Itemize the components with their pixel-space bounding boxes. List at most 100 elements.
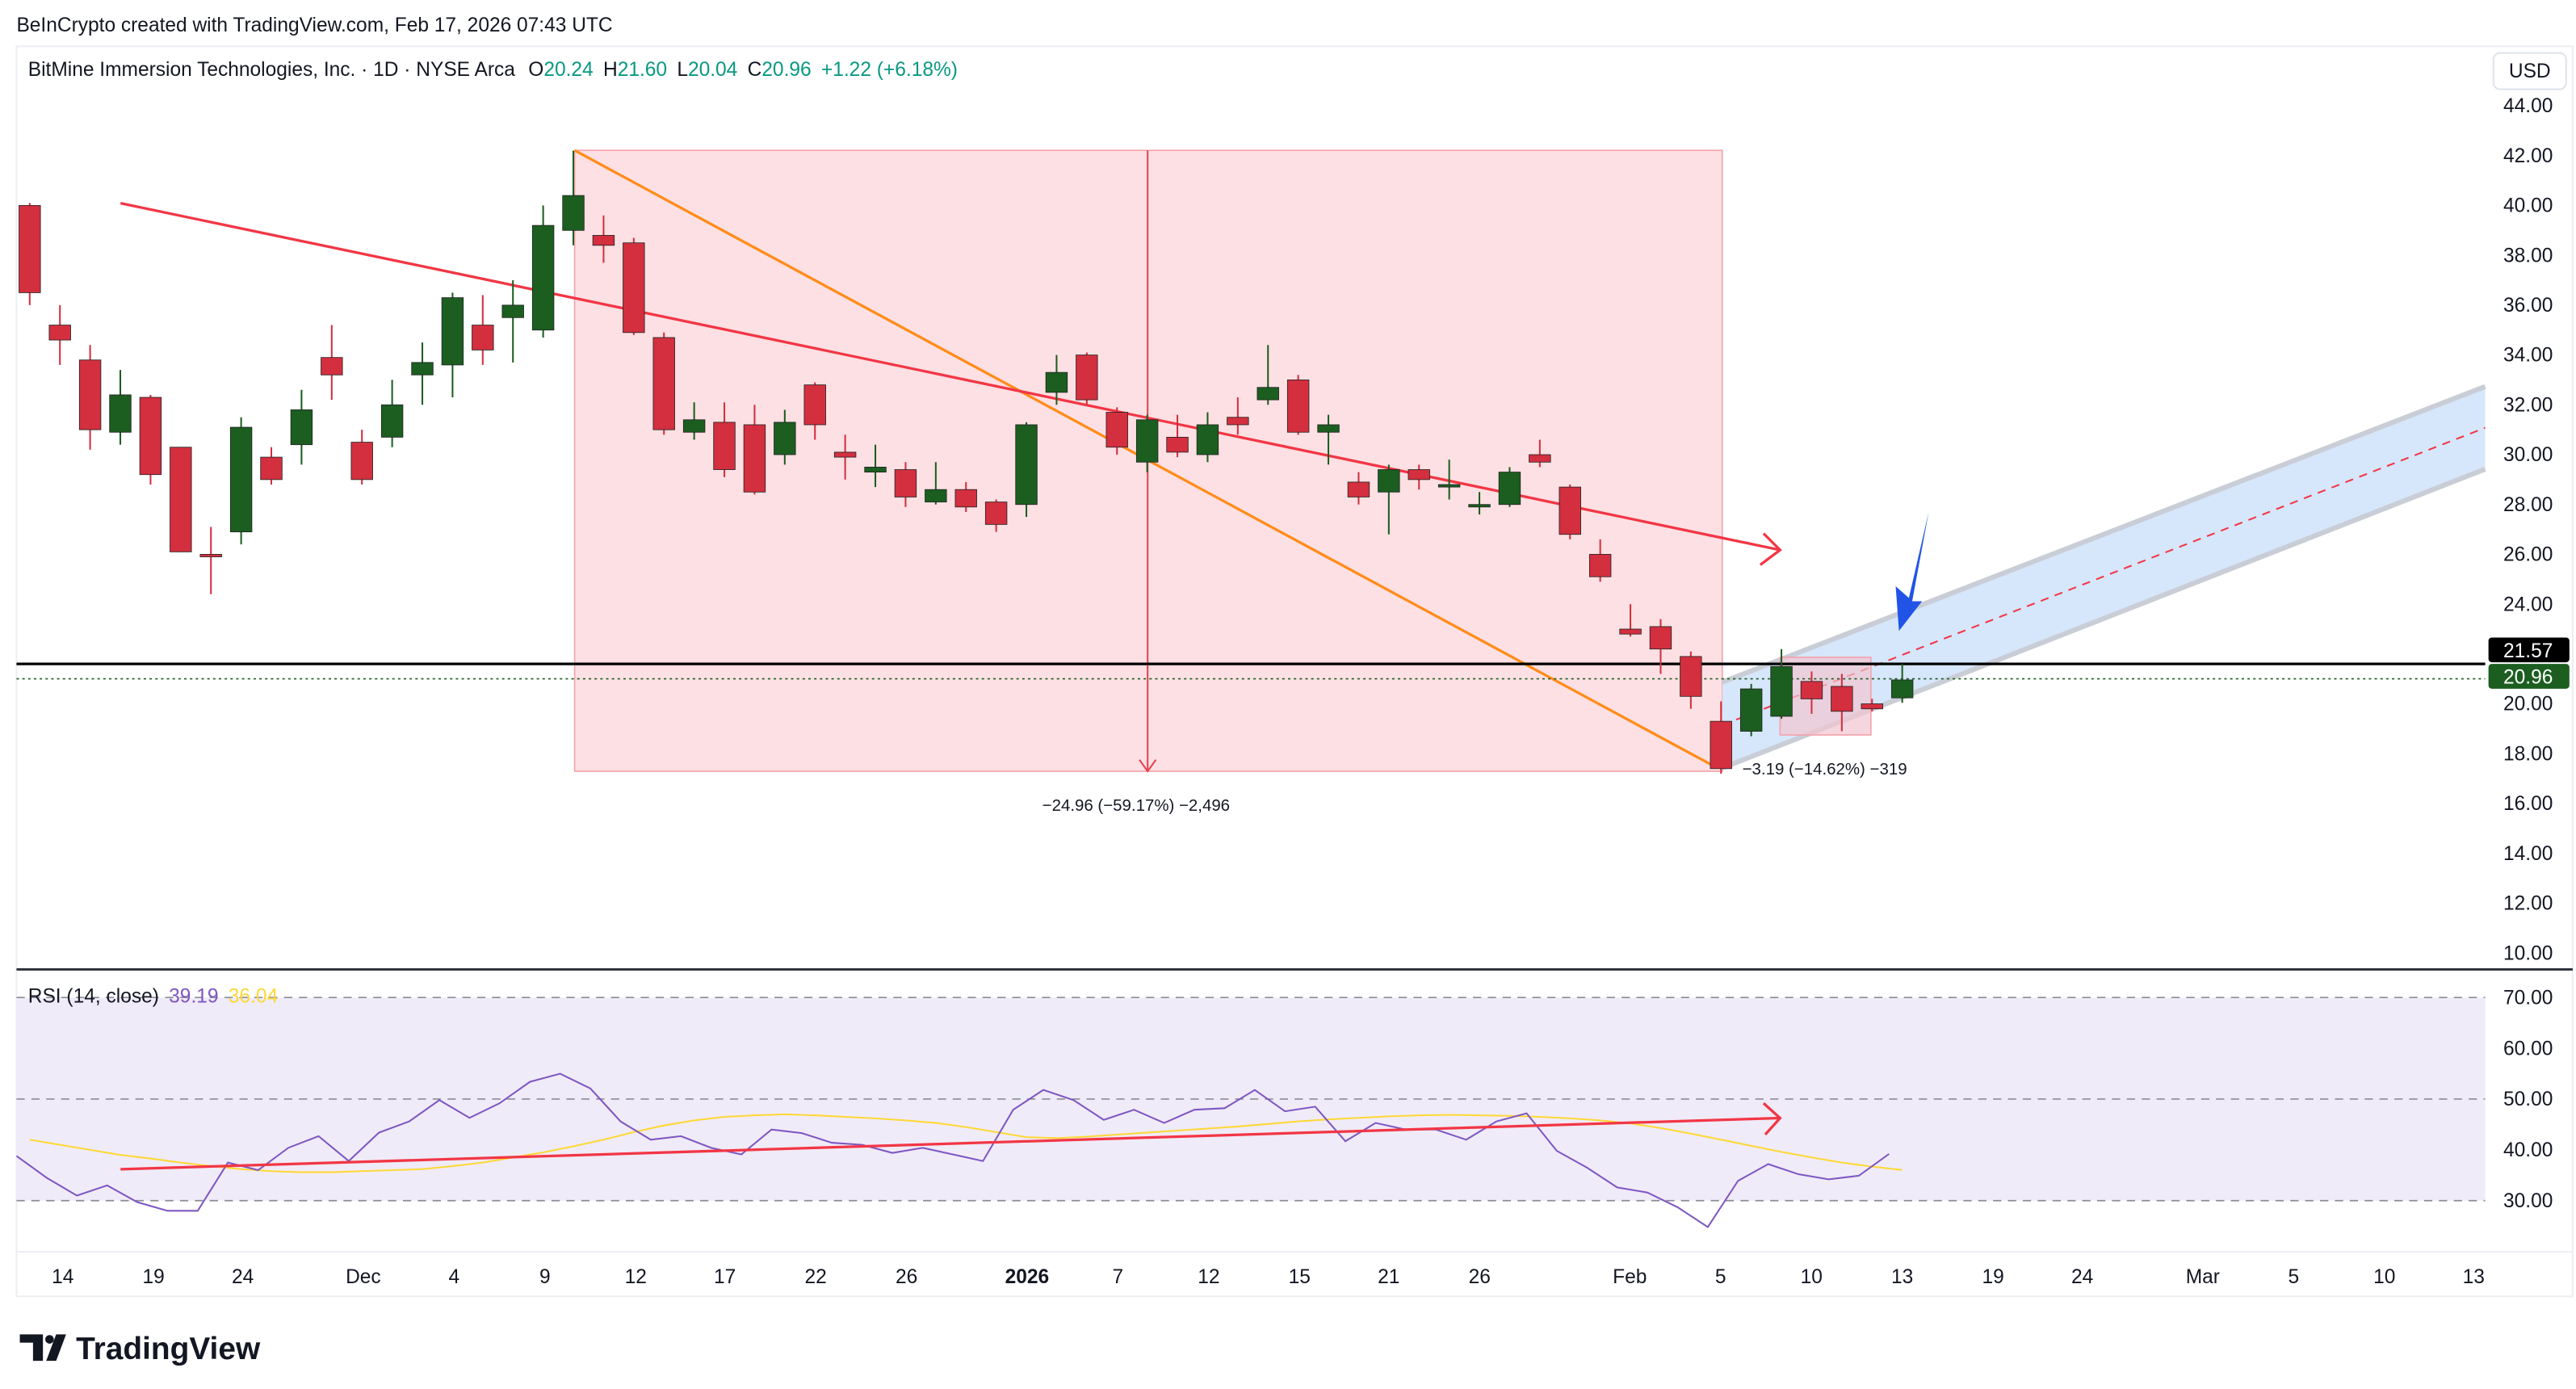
candle[interactable]: [1680, 651, 1702, 709]
candle[interactable]: [48, 304, 71, 365]
candle[interactable]: [682, 402, 706, 440]
candle-body: [260, 456, 283, 480]
candle[interactable]: [199, 527, 222, 594]
candle-body: [925, 489, 947, 503]
candle[interactable]: [1196, 412, 1219, 463]
channel-upper-line[interactable]: [1721, 384, 2486, 685]
candle[interactable]: [1257, 345, 1279, 405]
candle-body: [984, 501, 1008, 525]
candle[interactable]: [1166, 414, 1189, 458]
candle[interactable]: [1800, 671, 1823, 714]
candle[interactable]: [1649, 619, 1672, 674]
candle[interactable]: [350, 430, 373, 485]
candle[interactable]: [803, 382, 826, 440]
time-tick-label: 21: [1378, 1266, 1399, 1288]
candle[interactable]: [1045, 355, 1068, 405]
candle[interactable]: [833, 434, 857, 480]
candle[interactable]: [864, 444, 887, 488]
candle-body: [501, 304, 524, 318]
candle[interactable]: [984, 499, 1008, 532]
time-axis[interactable]: 14 19 24 Dec 4 9 12 17 22 26 2026 7 12 15 21 26 Feb 5 10 13…: [52, 1266, 2485, 1288]
rsi-tick-label: 60.00: [2503, 1038, 2553, 1060]
candle[interactable]: [652, 332, 675, 435]
candle[interactable]: [1559, 485, 1581, 539]
candle[interactable]: [1286, 375, 1310, 435]
candle-body: [1286, 380, 1310, 433]
candle[interactable]: [592, 215, 615, 263]
rsi-line[interactable]: [15, 1072, 1890, 1228]
candle[interactable]: [1890, 664, 1914, 703]
candle-body: [1166, 436, 1189, 453]
candle[interactable]: [1739, 683, 1763, 736]
candle[interactable]: [1468, 492, 1491, 515]
candle[interactable]: [743, 405, 766, 495]
candle[interactable]: [774, 409, 796, 465]
candle[interactable]: [411, 342, 434, 405]
candle[interactable]: [472, 295, 494, 365]
candle[interactable]: [1529, 439, 1551, 468]
candle[interactable]: [1437, 460, 1461, 500]
candle[interactable]: [380, 380, 404, 447]
candle[interactable]: [321, 325, 343, 401]
rsi-value: 39.19: [169, 985, 218, 1007]
candle[interactable]: [1408, 464, 1430, 490]
candle[interactable]: [290, 389, 313, 465]
last-price-badge: 20.96: [2488, 664, 2570, 689]
candle[interactable]: [1347, 472, 1370, 505]
candle[interactable]: [1105, 407, 1128, 455]
candle-body: [562, 195, 585, 231]
rsi-tick-label: 50.00: [2503, 1089, 2553, 1110]
candle-body: [472, 325, 494, 350]
candle[interactable]: [229, 417, 253, 545]
candle[interactable]: [1770, 648, 1793, 720]
time-tick-label: 10: [2373, 1266, 2395, 1288]
rsi-pane[interactable]: 70.00 60.00 50.00 40.00 30.00: [15, 987, 2553, 1228]
time-tick-label: 19: [143, 1266, 165, 1288]
candle[interactable]: [78, 345, 102, 450]
candle[interactable]: [260, 447, 283, 485]
candle[interactable]: [623, 237, 645, 335]
measure-box-small[interactable]: [1779, 657, 1872, 736]
candle[interactable]: [1135, 414, 1159, 472]
candle[interactable]: [170, 447, 192, 552]
rsi-trendline[interactable]: [120, 1116, 1781, 1171]
candle[interactable]: [441, 292, 464, 398]
candle[interactable]: [109, 370, 132, 445]
candle-body: [592, 235, 615, 246]
candle[interactable]: [139, 394, 162, 485]
candle[interactable]: [1076, 352, 1098, 405]
time-tick-label: Feb: [1613, 1266, 1647, 1288]
candle[interactable]: [925, 462, 947, 505]
candle-body: [350, 442, 373, 480]
time-tick-label: 13: [2463, 1266, 2485, 1288]
symbol-legend: BitMine Immersion Technologies, Inc. · 1…: [28, 59, 958, 81]
candle[interactable]: [1378, 464, 1400, 535]
candle[interactable]: [1831, 674, 1853, 732]
candle[interactable]: [894, 462, 917, 507]
price-axis[interactable]: 44.00 42.00 40.00 38.00 36.00 34.00 32.00 30.00…: [2503, 95, 2553, 964]
candle[interactable]: [1588, 539, 1612, 582]
candle-body: [682, 419, 706, 433]
candle[interactable]: [1227, 397, 1249, 435]
candle[interactable]: [501, 280, 524, 363]
candle[interactable]: [713, 402, 736, 477]
candle[interactable]: [1619, 604, 1642, 637]
currency-button[interactable]: USD: [2492, 52, 2567, 90]
tradingview-logo[interactable]: TradingView: [19, 1332, 261, 1366]
rsi-tick-label: 40.00: [2503, 1139, 2553, 1161]
candle-body: [1800, 681, 1823, 699]
rsi-ma-line[interactable]: [29, 1113, 1903, 1173]
candle[interactable]: [531, 205, 555, 338]
candle[interactable]: [1498, 467, 1521, 507]
candle[interactable]: [954, 481, 977, 512]
time-tick-label: 2026: [1005, 1266, 1050, 1288]
candle[interactable]: [1710, 701, 1732, 774]
candle[interactable]: [562, 150, 585, 245]
candle[interactable]: [1861, 699, 1883, 711]
candle[interactable]: [1317, 414, 1340, 465]
time-tick-label: 4: [449, 1266, 460, 1288]
candle[interactable]: [19, 203, 41, 305]
price-pane[interactable]: −24.96 (−59.17%) −2,496 −3.19 (−14.62%) …: [16, 149, 2486, 815]
time-tick-label: 24: [232, 1266, 254, 1288]
candle[interactable]: [1015, 422, 1038, 518]
